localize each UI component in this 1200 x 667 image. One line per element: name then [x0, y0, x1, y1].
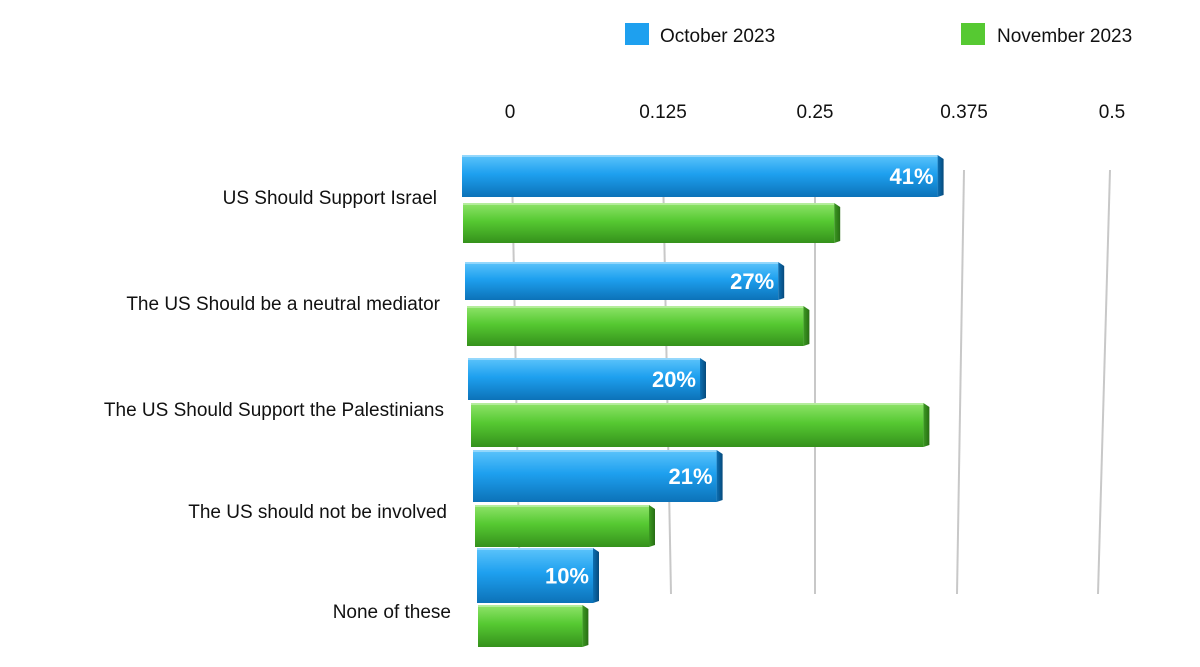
bar-october — [477, 548, 599, 603]
bar-november-highlight — [467, 306, 804, 308]
category-label: The US Should be a neutral mediator — [126, 294, 440, 315]
category-label: None of these — [333, 602, 451, 623]
bar-november-highlight — [463, 203, 835, 205]
legend: October 2023 November 2023 — [625, 23, 1132, 47]
bar-october-body — [462, 155, 938, 197]
gridline — [1097, 169, 1111, 595]
bar-october-body — [477, 548, 593, 603]
bar-october — [465, 262, 785, 300]
bar-november-cap — [923, 403, 930, 447]
bar-november-highlight — [471, 403, 924, 405]
category-label: The US should not be involved — [188, 502, 447, 523]
bar-october-highlight — [468, 358, 700, 360]
bar-november — [475, 505, 655, 547]
bar-november — [471, 403, 930, 447]
category-labels: US Should Support Israel The US Should b… — [104, 188, 451, 623]
bar-october-highlight — [477, 548, 593, 550]
bar-october-highlight — [473, 450, 717, 452]
bar-october — [473, 450, 723, 502]
bar-october-body — [473, 450, 717, 502]
legend-item-november: November 2023 — [961, 23, 1132, 47]
gridline — [956, 169, 965, 595]
bar-november-body — [471, 403, 924, 447]
legend-swatch-november — [961, 23, 985, 45]
bar-november-highlight — [475, 505, 649, 507]
x-tick-label: 0.375 — [940, 102, 988, 123]
data-labels: 41% 27% 20% 21% 10% — [545, 164, 934, 589]
bar-november-cap — [649, 505, 655, 547]
x-tick-label: 0.125 — [639, 102, 687, 123]
bars — [462, 155, 944, 647]
bar-october-cap — [593, 548, 599, 603]
bar-october-highlight — [462, 155, 938, 157]
bar-october — [462, 155, 944, 197]
x-tick-label: 0.25 — [797, 102, 834, 123]
bar-november-body — [467, 306, 804, 346]
legend-label-october: October 2023 — [660, 26, 775, 47]
data-label-october: 21% — [669, 464, 713, 489]
bar-october-cap — [937, 155, 944, 197]
data-label-october: 27% — [730, 269, 774, 294]
bar-october-cap — [778, 262, 785, 300]
bar-november — [467, 306, 810, 346]
bar-november-highlight — [478, 605, 583, 607]
bar-november-cap — [834, 203, 841, 243]
data-label-october: 10% — [545, 564, 589, 589]
bar-october-highlight — [465, 262, 779, 264]
bar-october-body — [468, 358, 700, 400]
data-label-october: 20% — [652, 367, 696, 392]
bar-november-body — [478, 605, 583, 647]
legend-swatch-october — [625, 23, 649, 45]
data-label-october: 41% — [890, 164, 934, 189]
x-tick-label: 0 — [505, 102, 516, 123]
x-tick-label: 0.5 — [1099, 102, 1125, 123]
category-label: The US Should Support the Palestinians — [104, 400, 444, 421]
bar-november — [478, 605, 589, 647]
bar-november-cap — [582, 605, 589, 647]
x-axis-ticks: 0 0.125 0.25 0.375 0.5 — [505, 102, 1126, 123]
legend-item-october: October 2023 — [625, 23, 775, 47]
bar-november-cap — [803, 306, 810, 346]
category-label: US Should Support Israel — [223, 188, 437, 209]
bar-october-body — [465, 262, 779, 300]
bar-october-cap — [700, 358, 706, 400]
bar-october — [468, 358, 706, 400]
bar-november — [463, 203, 841, 243]
bar-october-cap — [716, 450, 723, 502]
legend-label-november: November 2023 — [997, 26, 1132, 47]
bar-november-body — [475, 505, 649, 547]
bar-november-body — [463, 203, 835, 243]
